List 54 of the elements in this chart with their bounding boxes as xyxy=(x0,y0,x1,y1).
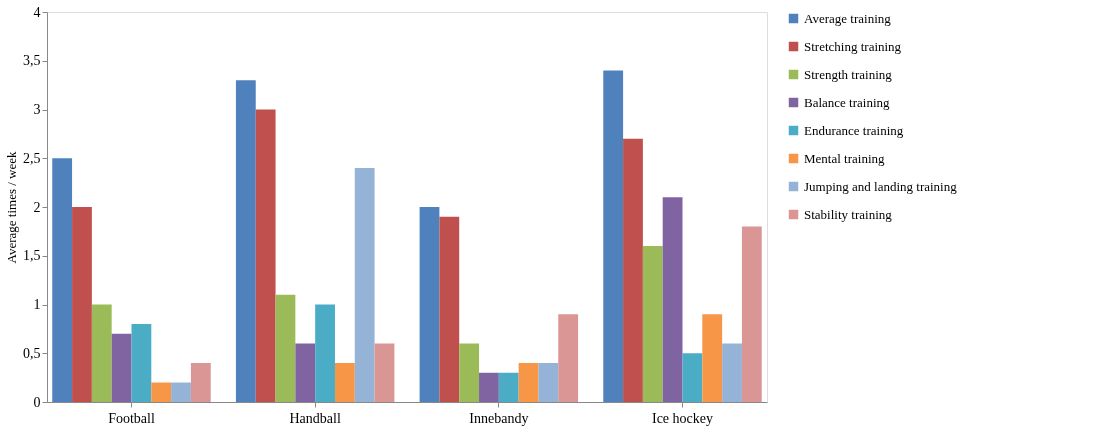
bar xyxy=(275,294,296,402)
bar xyxy=(52,158,73,402)
bar xyxy=(72,207,92,402)
bar xyxy=(538,363,559,402)
bar xyxy=(171,382,191,402)
x-tick-label: Handball xyxy=(289,410,341,426)
y-tick-label: 4 xyxy=(33,4,41,20)
bar xyxy=(479,372,499,402)
bar xyxy=(334,363,355,402)
x-tick-label: Innebandy xyxy=(469,410,529,426)
y-tick-label: 0,5 xyxy=(23,345,41,361)
bar xyxy=(439,216,460,402)
legend-label: Jumping and landing training xyxy=(804,178,958,194)
bar xyxy=(518,363,539,402)
legend-label: Stretching training xyxy=(804,38,902,54)
bar xyxy=(315,304,335,402)
bar xyxy=(498,372,519,402)
bar xyxy=(91,304,112,402)
bar xyxy=(151,382,172,402)
bar xyxy=(741,226,762,402)
y-axis-title: Average times / week xyxy=(4,151,19,264)
bar xyxy=(459,343,480,402)
y-tick-label: 3,5 xyxy=(23,53,41,69)
y-tick-label: 3 xyxy=(33,102,41,117)
bar xyxy=(642,246,663,402)
legend-label: Stability training xyxy=(804,206,893,222)
bar xyxy=(255,109,276,402)
bar xyxy=(662,197,683,402)
bar xyxy=(235,80,256,402)
y-tick-label: 1,5 xyxy=(23,248,41,264)
bar xyxy=(603,70,624,402)
bar xyxy=(702,314,723,402)
bar xyxy=(295,343,316,402)
x-tick-label: Football xyxy=(108,410,155,426)
legend-label: Balance training xyxy=(804,94,891,110)
y-tick-label: 2,5 xyxy=(23,150,41,166)
bar xyxy=(131,324,152,402)
bar xyxy=(558,314,579,402)
y-tick-label: 2 xyxy=(33,199,41,215)
x-tick-label: Ice hockey xyxy=(651,410,714,426)
y-tick-label: 1 xyxy=(33,297,41,312)
bar xyxy=(419,207,440,402)
bar xyxy=(374,343,395,402)
legend-label: Endurance training xyxy=(804,122,904,138)
y-tick-label: 0 xyxy=(33,394,41,410)
legend-label: Strength training xyxy=(804,66,893,82)
bar xyxy=(111,333,132,402)
legend-label: Average training xyxy=(804,10,892,26)
bar xyxy=(682,353,703,402)
bar xyxy=(623,138,643,402)
bar xyxy=(354,168,375,402)
legend-label: Mental training xyxy=(804,150,886,166)
bar xyxy=(722,343,742,402)
bar xyxy=(190,363,211,402)
